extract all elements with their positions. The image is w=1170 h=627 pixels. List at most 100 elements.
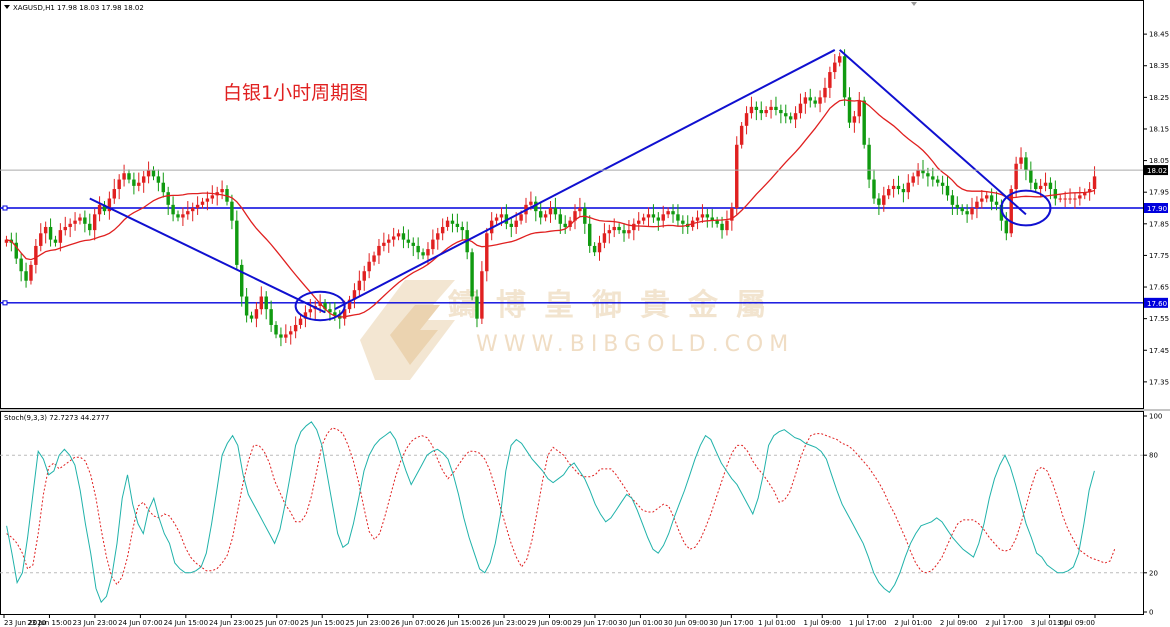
candle xyxy=(293,316,298,339)
shift-marker-icon[interactable] xyxy=(911,2,917,6)
candle xyxy=(813,96,817,108)
candle xyxy=(362,265,366,291)
candle xyxy=(68,218,72,238)
candle-body xyxy=(68,223,72,227)
candle-body xyxy=(4,239,9,243)
candle-body xyxy=(127,173,131,180)
candle xyxy=(1073,193,1077,209)
candle xyxy=(284,324,288,343)
candle-body xyxy=(842,56,847,98)
candle-body xyxy=(112,189,116,199)
candle xyxy=(916,163,920,185)
candle xyxy=(485,227,489,282)
candle-body xyxy=(862,100,866,145)
time-tick-label: 24 Jun 15:00 xyxy=(164,619,208,627)
candle xyxy=(455,213,460,233)
candle xyxy=(14,232,18,264)
candle-body xyxy=(676,214,680,221)
candle-body xyxy=(156,176,161,183)
candle-body xyxy=(239,264,244,297)
candle-body xyxy=(823,87,827,98)
circle-marker[interactable] xyxy=(294,290,346,322)
candle xyxy=(107,191,112,220)
candle xyxy=(186,201,190,220)
candle xyxy=(632,218,636,241)
candle-body xyxy=(837,56,842,63)
candle-body xyxy=(975,201,979,208)
candle-body xyxy=(73,220,77,224)
candle xyxy=(798,93,803,119)
candle-body xyxy=(269,309,273,325)
candle-body xyxy=(1034,182,1038,190)
candle xyxy=(102,201,107,215)
trendline[interactable] xyxy=(839,49,1027,216)
price-tick-label: 17.55 xyxy=(1149,315,1169,323)
candle-body xyxy=(950,195,955,205)
price-tick-label: 18.05 xyxy=(1149,157,1169,165)
trendline[interactable] xyxy=(89,197,326,314)
candle xyxy=(578,197,582,217)
candle xyxy=(269,300,273,332)
candle-body xyxy=(573,211,577,221)
candle xyxy=(994,191,999,211)
candle xyxy=(58,223,63,252)
price-panel-frame xyxy=(0,0,1144,409)
candle-body xyxy=(181,214,185,218)
candle-body xyxy=(146,170,151,177)
candle-body xyxy=(921,170,925,174)
candle xyxy=(980,189,984,209)
candle xyxy=(166,186,170,215)
candle xyxy=(1053,180,1058,206)
candle xyxy=(391,227,396,247)
candle xyxy=(298,314,303,329)
time-tick-label: 2 Jul 17:00 xyxy=(985,619,1023,627)
candle xyxy=(681,215,685,234)
candle-body xyxy=(681,220,685,224)
time-tick-label: 24 Jun 07:00 xyxy=(118,619,162,627)
candle xyxy=(1043,172,1048,192)
candle-body xyxy=(592,245,597,253)
candle xyxy=(387,234,391,253)
candle-body xyxy=(509,223,514,227)
candle-body xyxy=(886,189,891,196)
candle-body xyxy=(725,220,729,231)
candle-body xyxy=(529,201,533,205)
candle-body xyxy=(107,198,112,212)
circle-markers xyxy=(294,189,1052,322)
level-handle[interactable] xyxy=(2,300,8,306)
candle xyxy=(357,270,362,296)
time-tick-label: 3 Jul 01:00 xyxy=(1031,619,1069,627)
candle xyxy=(553,197,558,220)
candle xyxy=(190,202,195,222)
candle xyxy=(141,171,146,193)
candle xyxy=(602,223,607,249)
candle-body xyxy=(970,208,974,215)
candle-body xyxy=(563,223,567,227)
candle xyxy=(122,164,126,187)
candle-body xyxy=(617,226,621,231)
candle xyxy=(534,196,538,222)
candle-body xyxy=(744,113,749,126)
candle-body xyxy=(426,249,430,256)
candle xyxy=(764,106,768,117)
level-handle[interactable] xyxy=(2,205,8,211)
candle xyxy=(210,185,215,204)
candle xyxy=(249,311,254,323)
collapse-arrow-icon[interactable] xyxy=(4,5,10,9)
time-tick-label: 25 Jun 07:00 xyxy=(255,619,299,627)
candle-body xyxy=(926,173,930,177)
candle-body xyxy=(882,195,886,205)
candle xyxy=(700,204,705,223)
circle-marker[interactable] xyxy=(1000,189,1052,227)
candle-body xyxy=(1073,198,1077,200)
stoch-levels xyxy=(0,454,1143,574)
trendline[interactable] xyxy=(334,49,836,311)
time-tick-label: 29 Jun 17:00 xyxy=(573,619,617,627)
stoch-axis: 100 80 20 0 xyxy=(1143,413,1162,617)
candle-body xyxy=(1009,189,1013,234)
candle xyxy=(401,226,406,249)
candle-body xyxy=(352,290,357,300)
candle-body xyxy=(480,271,484,319)
candle xyxy=(666,207,670,219)
